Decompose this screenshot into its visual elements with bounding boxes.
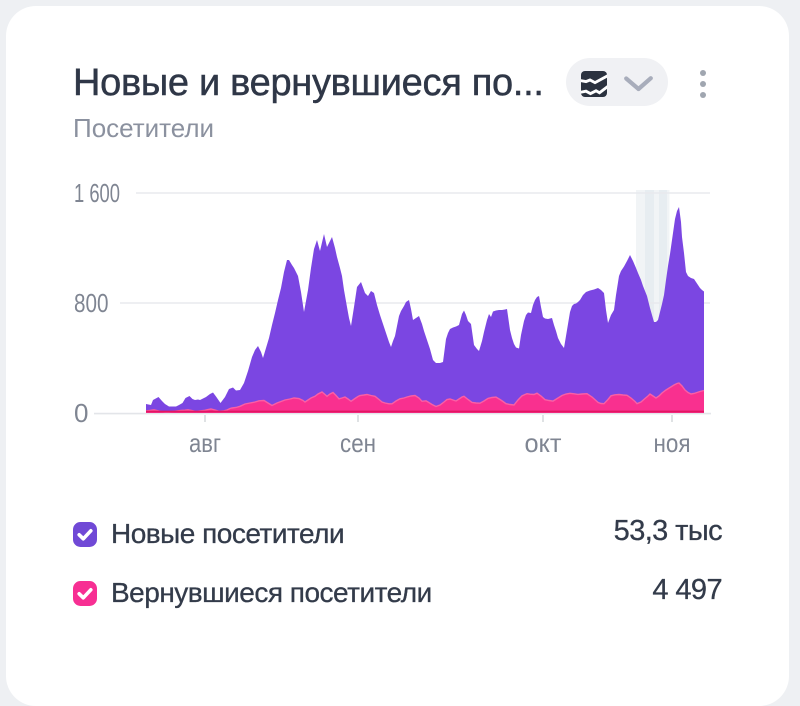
svg-text:1 600: 1 600 [74,178,120,208]
svg-text:ноя: ноя [654,428,691,458]
svg-text:сен: сен [340,428,376,458]
svg-text:авг: авг [189,428,221,458]
svg-text:окт: окт [525,428,562,458]
svg-text:0: 0 [74,398,88,428]
svg-text:800: 800 [74,288,109,318]
